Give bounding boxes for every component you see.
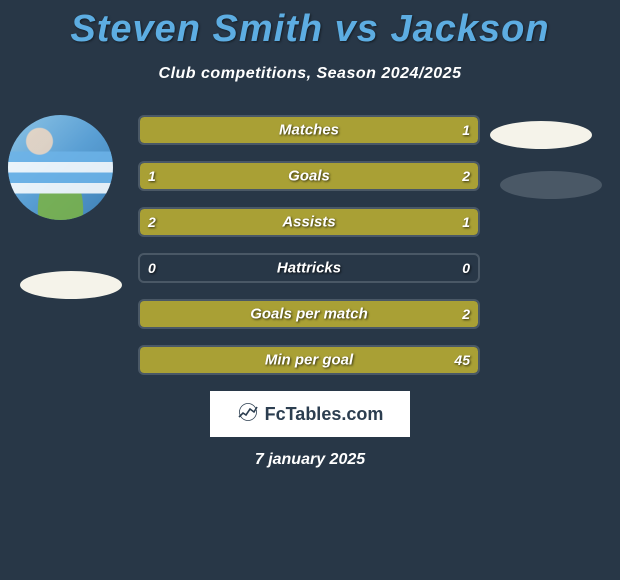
stat-label: Goals: [288, 168, 330, 185]
player-left-shadow: [20, 271, 122, 299]
stat-bars: Matches 1 1 Goals 2 2 Assists 1 0 Hattricks 0 Goals…: [138, 115, 480, 375]
date-label: 7 january 2025: [0, 451, 620, 469]
stat-value-right: 2: [462, 168, 470, 184]
stat-label: Assists: [282, 214, 335, 231]
logo-box: FcTables.com: [210, 391, 410, 437]
subtitle: Club competitions, Season 2024/2025: [0, 65, 620, 83]
stat-value-right: 2: [462, 306, 470, 322]
stat-bar: Matches 1: [138, 115, 480, 145]
comparison-panel: Matches 1 1 Goals 2 2 Assists 1 0 Hattricks 0 Goals…: [0, 115, 620, 469]
stat-label: Matches: [279, 122, 339, 139]
stat-value-left: 2: [148, 214, 156, 230]
stat-label: Min per goal: [265, 352, 353, 369]
stat-label: Hattricks: [277, 260, 341, 277]
stat-value-right: 0: [462, 260, 470, 276]
player-left-avatar: [8, 115, 113, 220]
logo-text: FcTables.com: [265, 404, 384, 425]
chart-icon: [237, 403, 259, 426]
page-title: Steven Smith vs Jackson: [0, 0, 620, 51]
player-right-avatar: [490, 121, 592, 149]
stat-bar: 2 Assists 1: [138, 207, 480, 237]
stat-value-right: 1: [462, 122, 470, 138]
stat-value-right: 1: [462, 214, 470, 230]
stat-bar: 1 Goals 2: [138, 161, 480, 191]
stat-value-right: 45: [454, 352, 470, 368]
stat-bar: Goals per match 2: [138, 299, 480, 329]
stat-bar: 0 Hattricks 0: [138, 253, 480, 283]
stat-value-left: 0: [148, 260, 156, 276]
stat-value-left: 1: [148, 168, 156, 184]
stat-bar: Min per goal 45: [138, 345, 480, 375]
stat-label: Goals per match: [250, 306, 368, 323]
player-right-shadow: [500, 171, 602, 199]
